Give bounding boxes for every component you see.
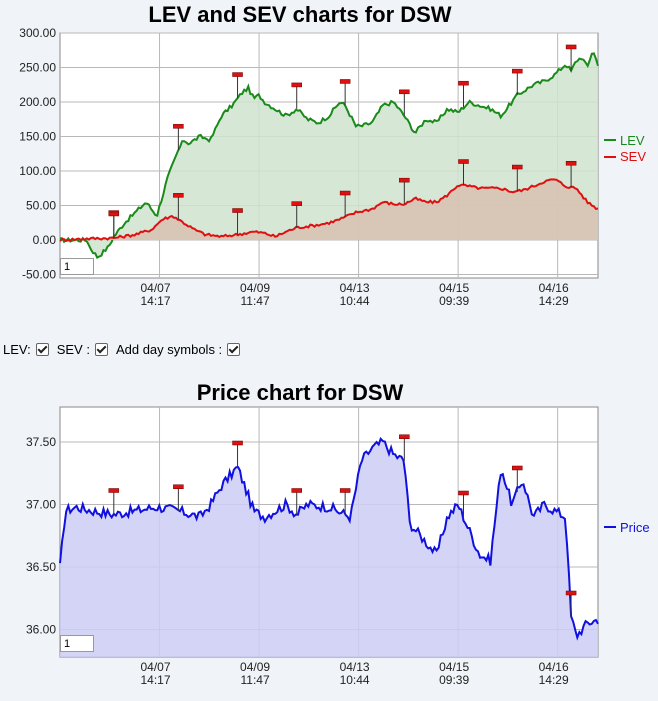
sev-legend-label: SEV	[620, 149, 646, 164]
lev-sev-area	[60, 179, 598, 242]
price-day-marker	[339, 488, 351, 493]
lev-page-box[interactable]: 1	[60, 258, 94, 275]
price-y-tick-label: 36.00	[26, 623, 56, 637]
price-x-tick-label: 04/07	[141, 660, 171, 674]
lev-day-marker	[565, 44, 577, 50]
lev-x-tick-label: 10:44	[340, 294, 370, 308]
price-day-marker	[565, 590, 577, 596]
lev-sev-chart: LEV and SEV charts for DSW 300.00 250.00 2…	[19, 2, 646, 308]
day-symbols-label: Add day symbols :	[115, 342, 223, 357]
lev-series-group	[59, 52, 599, 259]
day-symbols-checkbox[interactable]	[227, 343, 241, 356]
lev-x-tick-label: 11:47	[240, 294, 269, 308]
lev-y-tick-label: 0.00	[33, 233, 57, 247]
lev-chart-title: LEV and SEV charts for DSW	[148, 2, 451, 27]
lev-day-marker	[232, 208, 243, 213]
lev-checkbox[interactable]	[35, 343, 49, 356]
lev-toggle-label: LEV:	[3, 342, 31, 357]
price-chart-title: Price chart for DSW	[197, 380, 404, 405]
lev-day-marker	[399, 177, 410, 183]
lev-day-marker	[291, 201, 302, 206]
lev-y-tick-label: 200.00	[19, 95, 56, 109]
price-day-marker	[399, 434, 410, 439]
price-chart: Price chart for DSW 37.50 37.00 36.50 36.00…	[26, 380, 650, 687]
price-x-tick-label: 14:17	[141, 673, 171, 687]
sev-toggle-label: SEV :	[56, 342, 90, 357]
lev-x-tick-label: 14:17	[141, 294, 171, 308]
lev-x-tick-label: 04/07	[141, 281, 171, 295]
lev-day-marker	[108, 211, 120, 217]
lev-x-tick-label: 14:29	[539, 294, 569, 308]
price-day-marker	[291, 488, 302, 493]
lev-x-tick-label: 04/15	[439, 281, 469, 295]
price-price-line	[59, 436, 599, 641]
price-y-tick-label: 36.50	[26, 560, 56, 574]
lev-legend-label: LEV	[620, 133, 645, 148]
price-x-tick-label: 10:44	[340, 673, 370, 687]
price-series-group	[59, 436, 599, 657]
lev-y-tick-label: 100.00	[19, 164, 56, 178]
lev-day-marker	[339, 190, 351, 196]
price-day-marker	[232, 440, 243, 446]
price-y-tick-label: 37.00	[26, 498, 56, 512]
price-y-tick-label: 37.50	[26, 435, 56, 449]
lev-x-tick-label: 04/09	[240, 281, 270, 295]
lev-y-tick-label: 50.00	[26, 199, 56, 213]
price-day-marker	[458, 490, 469, 496]
lev-day-marker	[458, 159, 469, 164]
lev-day-marker	[291, 82, 302, 88]
price-page-box[interactable]: 1	[60, 635, 94, 652]
price-day-marker	[512, 465, 523, 471]
lev-day-marker	[232, 72, 243, 77]
lev-lev-line	[59, 52, 599, 259]
lev-day-marker	[458, 80, 469, 86]
lev-day-marker	[173, 193, 184, 198]
lev-x-tick-label: 09:39	[439, 294, 469, 308]
lev-day-marker	[512, 68, 523, 74]
price-x-tick-label: 11:47	[240, 673, 269, 687]
chart-controls: LEV: SEV : Add day symbols :	[3, 342, 246, 357]
lev-x-tick-label: 04/16	[539, 281, 569, 295]
price-y-ticks: 37.50 37.00 36.50 36.00	[26, 435, 56, 637]
price-markers-group	[108, 434, 577, 617]
price-x-tick-label: 04/13	[340, 660, 370, 674]
price-x-tick-label: 14:29	[539, 673, 569, 687]
price-legend-label: Price	[620, 520, 650, 535]
lev-day-marker	[339, 79, 351, 84]
price-day-marker	[108, 488, 120, 493]
lev-day-marker	[173, 124, 184, 129]
lev-day-marker	[512, 164, 523, 170]
lev-x-tick-label: 04/13	[340, 281, 370, 295]
lev-day-marker	[399, 89, 410, 95]
price-price-area	[60, 438, 598, 657]
price-x-tick-label: 04/15	[439, 660, 469, 674]
lev-y-ticks: 300.00 250.00 200.00 150.00 100.00 50.00 0.00 -…	[19, 26, 56, 282]
lev-sev-line	[59, 178, 599, 243]
lev-y-tick-label: 250.00	[19, 61, 56, 75]
lev-day-marker	[565, 160, 577, 166]
price-day-marker	[173, 484, 184, 489]
price-x-tick-label: 09:39	[439, 673, 469, 687]
lev-y-tick-label: -50.00	[22, 268, 56, 282]
lev-y-tick-label: 300.00	[19, 26, 56, 40]
lev-markers-group	[108, 44, 577, 238]
sev-checkbox[interactable]	[94, 343, 108, 356]
lev-y-tick-label: 150.00	[19, 130, 56, 144]
price-x-tick-label: 04/09	[240, 660, 270, 674]
price-x-tick-label: 04/16	[539, 660, 569, 674]
